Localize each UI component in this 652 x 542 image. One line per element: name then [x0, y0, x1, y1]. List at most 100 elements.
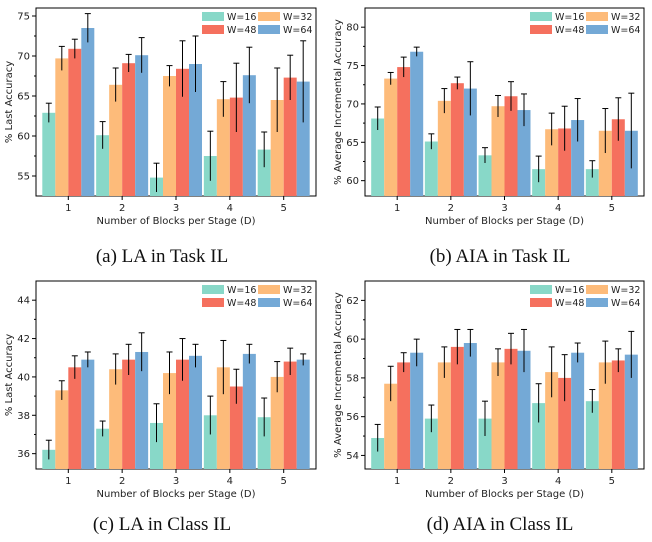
- bar-W64-d1: [410, 352, 424, 469]
- x-tick-label: 3: [501, 476, 507, 487]
- bar-W48-d3: [504, 96, 518, 196]
- bar-W64-d2: [463, 343, 477, 469]
- bar-W16-d4: [532, 403, 546, 469]
- bar-W32-d4: [216, 367, 230, 469]
- bar-W48-d5: [283, 77, 297, 196]
- legend-label: W=16: [555, 12, 584, 23]
- y-tick-label: 70: [346, 99, 359, 110]
- y-axis-label: % Average Incremental Accuracy: [333, 292, 344, 458]
- y-tick-label: 56: [346, 412, 359, 423]
- bar-W32-d3: [491, 362, 505, 469]
- y-tick-label: 38: [17, 411, 30, 422]
- x-tick-label: 3: [173, 476, 179, 487]
- y-tick-label: 75: [346, 61, 359, 72]
- bar-W64-d4: [571, 352, 585, 469]
- bar-W16-d2: [96, 428, 110, 469]
- x-tick-label: 2: [119, 476, 125, 487]
- bar-W64-d1: [81, 28, 95, 196]
- bar-W32-d5: [270, 100, 284, 196]
- bar-W48-d1: [68, 48, 82, 196]
- x-tick-label: 4: [555, 203, 561, 214]
- legend-swatch: [586, 25, 608, 34]
- bar-W32-d4: [216, 99, 230, 196]
- y-tick-label: 62: [346, 296, 359, 307]
- bar-W64-d5: [296, 359, 310, 469]
- bar-W16-d4: [203, 415, 217, 469]
- bar-W48-d2: [122, 359, 136, 469]
- y-tick-label: 60: [17, 132, 30, 143]
- bar-W64-d4: [242, 353, 256, 469]
- x-tick-label: 1: [65, 203, 71, 214]
- legend-swatch: [586, 298, 608, 307]
- legend-label: W=32: [611, 285, 640, 296]
- x-tick-label: 3: [501, 203, 507, 214]
- y-tick-label: 65: [17, 92, 30, 103]
- bar-W48-d5: [611, 360, 625, 469]
- bar-W48-d2: [122, 63, 136, 197]
- bar-W48-d1: [397, 67, 411, 196]
- legend-swatch: [202, 298, 224, 307]
- legend-swatch: [586, 12, 608, 21]
- bar-W64-d4: [571, 120, 585, 196]
- bar-W48-d5: [283, 361, 297, 469]
- bar-W32-d1: [55, 58, 69, 197]
- bar-W32-d2: [437, 100, 451, 196]
- legend-label: W=48: [555, 25, 584, 36]
- legend-swatch: [202, 12, 224, 21]
- legend-label: W=64: [611, 298, 640, 309]
- legend-label: W=48: [227, 25, 256, 36]
- bar-W32-d3: [163, 76, 176, 196]
- bar-W16-d1: [42, 112, 56, 196]
- legend-swatch: [530, 285, 552, 294]
- x-tick-label: 5: [281, 203, 287, 214]
- legend-swatch: [202, 285, 224, 294]
- panel-caption: (c) LA in Class IL: [93, 514, 231, 535]
- y-tick-label: 36: [17, 449, 30, 460]
- x-tick-label: 2: [448, 476, 454, 487]
- panel-d-aia-class-il: 54 56 58 60 62 1 2 3 4 5 Number of Blocks per Stag…: [333, 280, 645, 535]
- legend-label: W=16: [227, 12, 256, 23]
- bar-W48-d2: [450, 83, 464, 196]
- bar-W16-d3: [478, 155, 492, 196]
- y-tick-label: 75: [17, 12, 30, 23]
- y-tick-label: 44: [17, 296, 30, 307]
- x-tick-label: 5: [609, 203, 615, 214]
- bar-W16-d1: [371, 437, 385, 469]
- x-tick-label: 5: [281, 476, 287, 487]
- bar-W16-d3: [478, 418, 492, 469]
- bar-W16-d5: [257, 417, 271, 469]
- bar-W32-d4: [545, 129, 559, 196]
- x-tick-label: 2: [448, 203, 454, 214]
- legend-label: W=64: [283, 298, 312, 309]
- bar-W16-d5: [585, 401, 599, 469]
- bar-W16-d5: [585, 169, 599, 196]
- bar-W64-d3: [189, 355, 202, 469]
- bar-W48-d1: [68, 367, 82, 469]
- bar-W16-d2: [424, 418, 438, 469]
- x-tick-label: 1: [65, 476, 71, 487]
- bar-W64-d3: [517, 110, 531, 196]
- bar-W48-d5: [611, 119, 625, 196]
- y-tick-label: 42: [17, 334, 30, 345]
- bar-W32-d4: [545, 372, 559, 469]
- bar-W64-d3: [517, 350, 531, 469]
- bar-W16-d3: [150, 422, 163, 469]
- bar-W48-d4: [558, 377, 572, 469]
- legend-label: W=64: [611, 25, 640, 36]
- bar-W16-d2: [96, 135, 110, 196]
- legend-label: W=16: [555, 285, 584, 296]
- legend-label: W=32: [283, 12, 312, 23]
- x-tick-label: 2: [119, 203, 125, 214]
- bar-W64-d1: [81, 359, 95, 469]
- y-tick-label: 55: [17, 172, 30, 183]
- bar-W32-d5: [270, 376, 284, 469]
- bar-W64-d2: [463, 88, 477, 196]
- y-tick-label: 60: [346, 176, 359, 187]
- bar-W32-d2: [437, 362, 451, 469]
- bar-W48-d1: [397, 362, 411, 469]
- panel-caption: (b) AIA in Task IL: [430, 246, 571, 267]
- x-tick-label: 4: [227, 203, 233, 214]
- panel-caption: (d) AIA in Class IL: [427, 514, 574, 535]
- bar-W16-d5: [257, 149, 271, 196]
